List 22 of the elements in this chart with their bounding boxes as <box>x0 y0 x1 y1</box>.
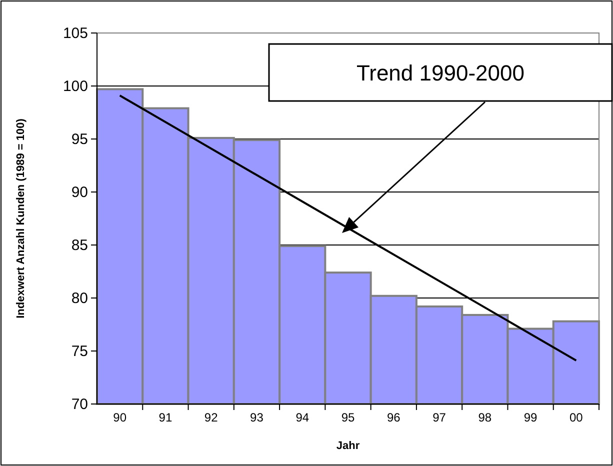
y-axis-title: Indexwert Anzahl Kunden (1989 = 100) <box>15 118 27 318</box>
y-tick-label: 95 <box>71 130 88 148</box>
x-tick-label: 92 <box>204 410 218 425</box>
y-tick-label: 85 <box>71 236 88 254</box>
x-tick-label: 98 <box>478 410 492 425</box>
x-tick-label: 94 <box>296 410 310 425</box>
x-tick-label: 95 <box>341 410 355 425</box>
y-tick-label: 80 <box>71 290 88 307</box>
x-tick-label: 99 <box>524 410 538 425</box>
y-tick-label: 90 <box>71 184 88 201</box>
y-tick-label: 100 <box>62 78 88 95</box>
annotation: Trend 1990-2000 <box>356 60 524 86</box>
x-tick-label: 96 <box>386 410 401 425</box>
x-tick-label: 00 <box>570 410 584 425</box>
x-tick-label: 97 <box>432 410 446 425</box>
y-tick-label: 70 <box>71 396 88 413</box>
x-tick-label: 90 <box>113 410 127 425</box>
x-tick-label: 91 <box>158 410 172 425</box>
y-tick-label: 105 <box>62 24 88 42</box>
x-axis-title: Jahr <box>336 440 360 452</box>
x-tick-label: 93 <box>250 410 264 425</box>
y-tick-label: 75 <box>71 342 88 360</box>
